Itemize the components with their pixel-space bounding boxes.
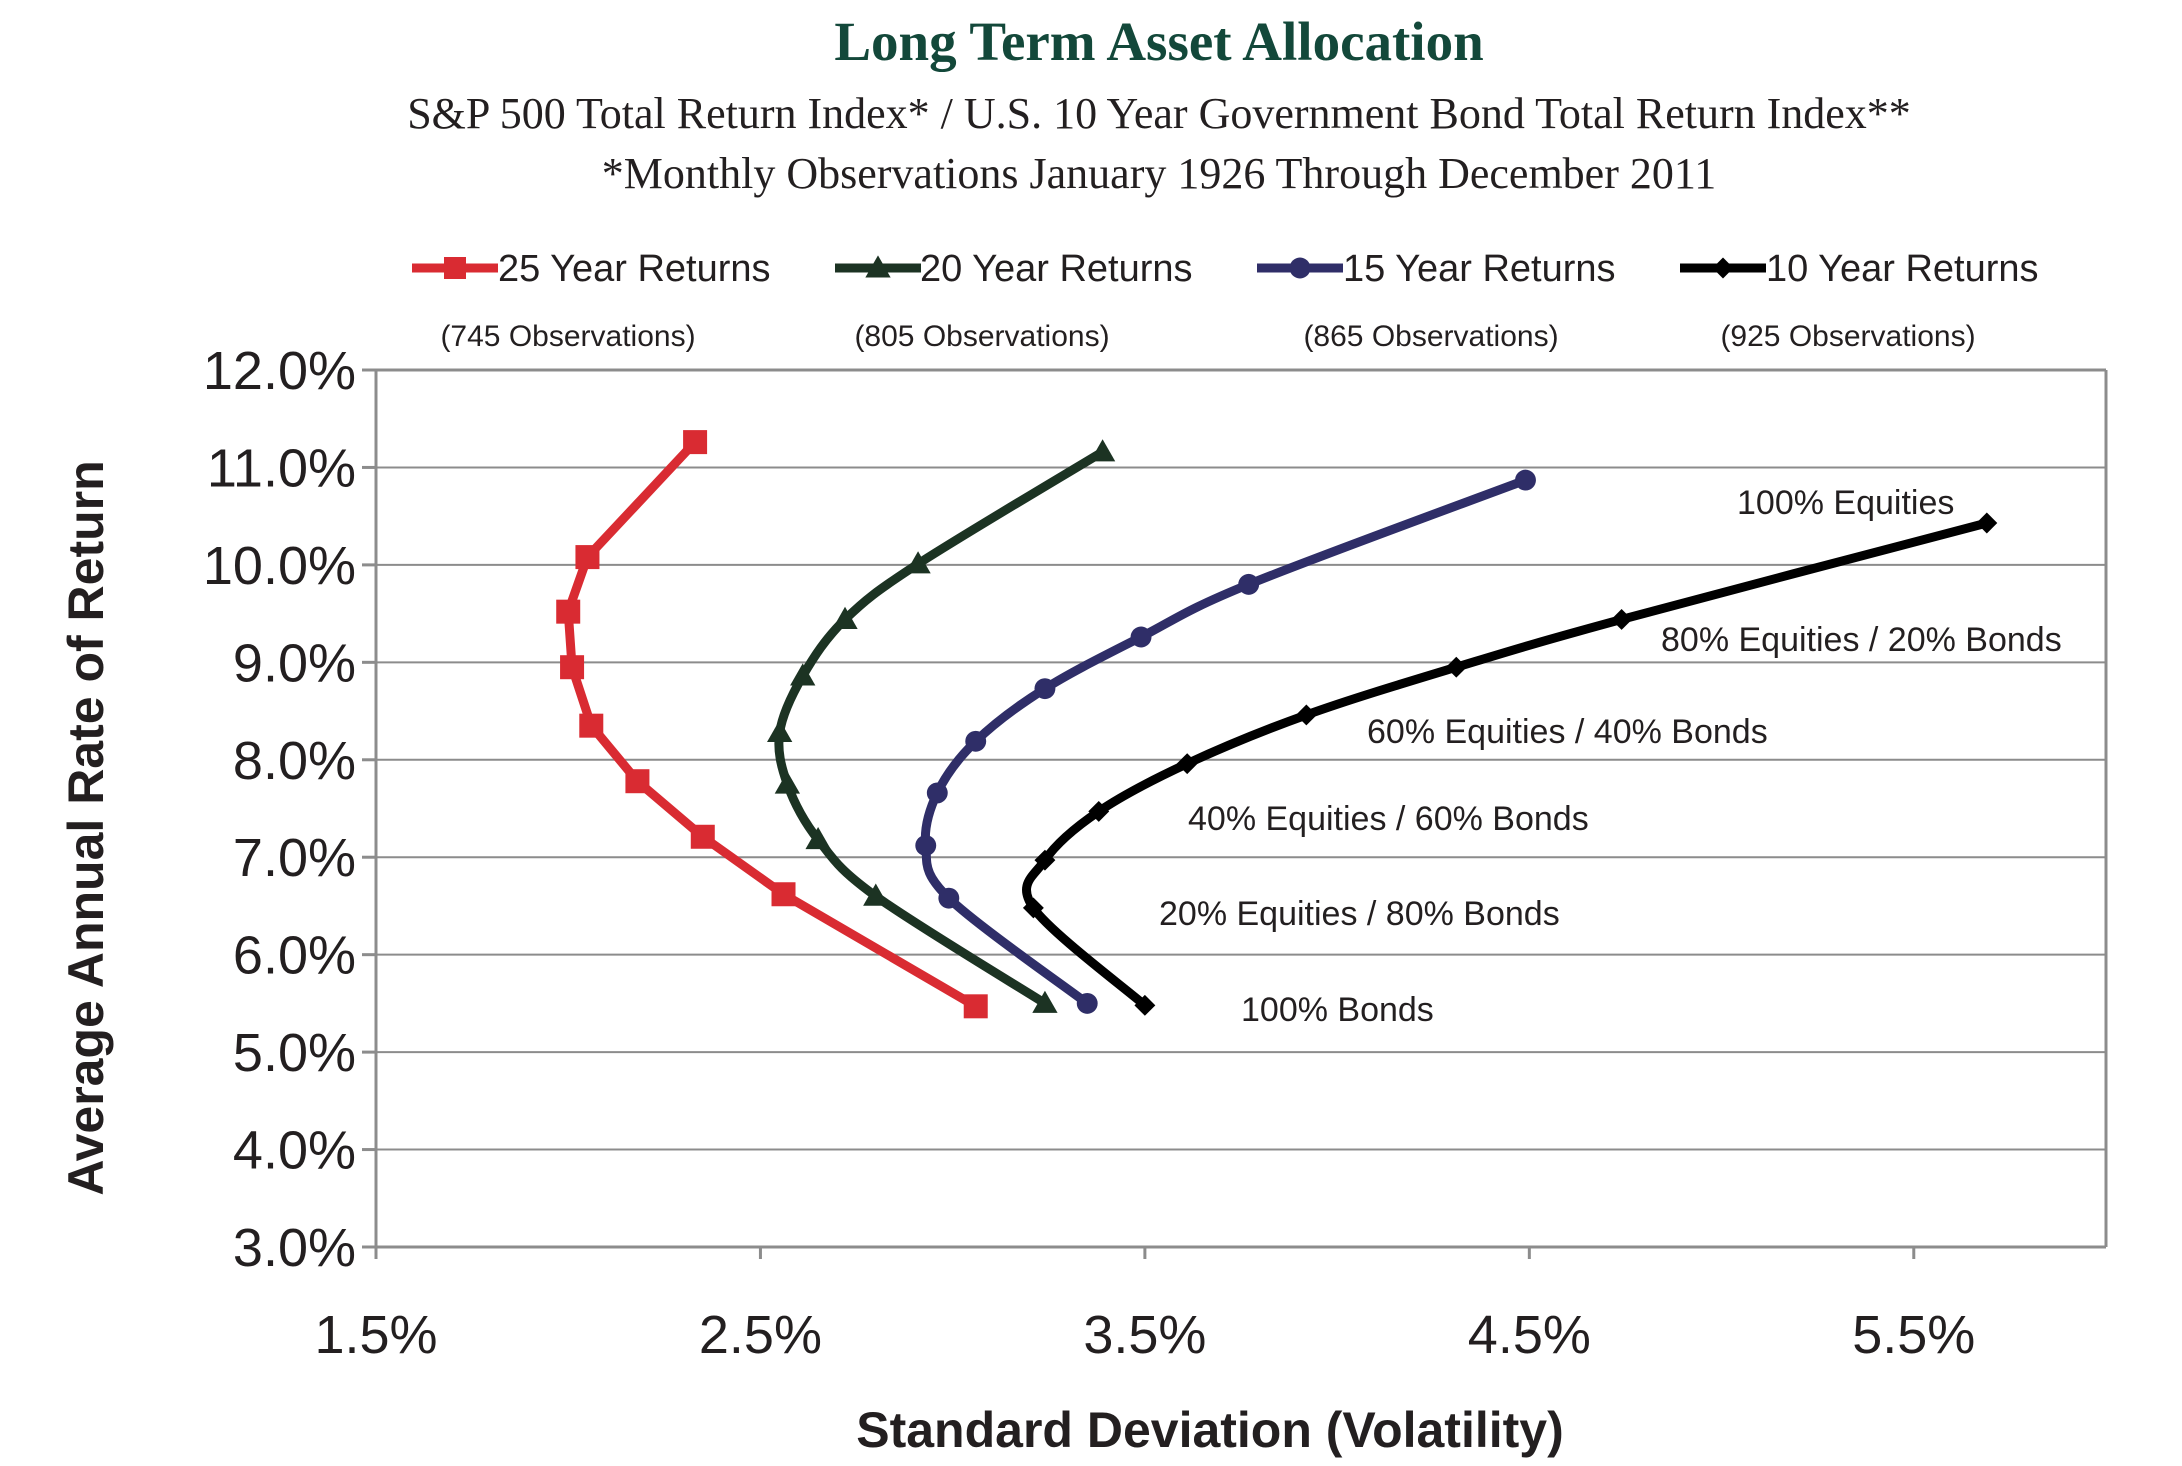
marker-square xyxy=(625,769,650,794)
y-tick-label: 7.0% xyxy=(233,828,356,888)
legend-label: 20 Year Returns xyxy=(920,248,1193,290)
legend-observations: (745 Observations) xyxy=(440,320,695,353)
x-axis-title: Standard Deviation (Volatility) xyxy=(856,1402,1564,1458)
y-tick-label: 11.0% xyxy=(207,438,356,498)
marker-diamond xyxy=(1034,849,1056,871)
legend: 25 Year Returns (745 Observations) 20 Year… xyxy=(412,248,2039,353)
marker-circle xyxy=(1034,678,1056,700)
y-tick-label: 3.0% xyxy=(233,1218,356,1278)
marker-circle xyxy=(1515,469,1536,491)
marker-triangle xyxy=(805,827,831,850)
marker-diamond xyxy=(1976,512,1998,534)
chart-title: Long Term Asset Allocation xyxy=(834,11,1483,72)
x-tick-label: 4.5% xyxy=(1468,1305,1591,1365)
x-tick-label: 2.5% xyxy=(699,1305,822,1365)
marker-diamond xyxy=(1134,994,1156,1016)
y-tick-label: 9.0% xyxy=(233,633,356,693)
marker-triangle xyxy=(790,663,816,686)
marker-triangle xyxy=(767,719,793,742)
marker-square xyxy=(560,655,585,680)
legend-item: 10 Year Returns (925 Observations) xyxy=(1680,248,2039,353)
marker-square xyxy=(683,430,708,455)
legend-observations: (865 Observations) xyxy=(1303,320,1558,353)
marker-diamond xyxy=(1088,800,1110,822)
marker-diamond xyxy=(1712,257,1734,279)
y-tick-label: 12.0% xyxy=(203,341,356,401)
marker-circle xyxy=(938,887,960,909)
legend-observations: (925 Observations) xyxy=(1720,320,1975,353)
y-tick-label: 6.0% xyxy=(233,926,356,986)
allocation-label: 20% Equities / 80% Bonds xyxy=(1159,895,1560,933)
marker-square xyxy=(575,545,600,570)
marker-triangle xyxy=(905,551,931,574)
marker-circle xyxy=(1076,992,1098,1014)
marker-circle xyxy=(1130,626,1152,648)
marker-square xyxy=(963,994,988,1019)
chart-subtitle-line-2: *Monthly Observations January 1926 Throu… xyxy=(602,149,1716,198)
marker-diamond xyxy=(1445,656,1467,678)
annotations: 100% Equities 80% Equities / 20% Bonds 60%… xyxy=(1159,484,2062,1029)
y-tick-label: 5.0% xyxy=(233,1023,356,1083)
marker-square xyxy=(556,599,581,624)
marker-diamond xyxy=(1611,609,1633,630)
marker-triangle xyxy=(865,255,891,278)
marker-square xyxy=(690,824,715,849)
series-line xyxy=(1022,518,1992,1010)
y-tick-label: 10.0% xyxy=(203,536,356,596)
marker-diamond xyxy=(1022,897,1044,919)
x-tick-label: 5.5% xyxy=(1852,1305,1975,1365)
x-tick-label: 1.5% xyxy=(314,1305,437,1365)
legend-item: 25 Year Returns (745 Observations) xyxy=(412,248,771,353)
marker-square xyxy=(771,882,796,907)
series-2 xyxy=(767,439,1116,1013)
marker-circle xyxy=(915,835,937,856)
allocation-label: 80% Equities / 20% Bonds xyxy=(1661,621,2062,659)
marker-triangle xyxy=(774,771,801,794)
legend-item: 20 Year Returns (805 Observations) xyxy=(835,248,1193,353)
marker-diamond xyxy=(1176,753,1198,775)
marker-circle xyxy=(965,730,987,752)
x-tick-label: 3.5% xyxy=(1083,1305,1206,1365)
series-4 xyxy=(1022,512,1998,1016)
allocation-label: 60% Equities / 40% Bonds xyxy=(1367,713,1768,751)
chart-subtitle-line-1: S&P 500 Total Return Index* / U.S. 10 Ye… xyxy=(407,89,1911,138)
marker-circle xyxy=(926,782,948,804)
marker-circle xyxy=(1289,257,1311,279)
marker-triangle xyxy=(1032,990,1058,1013)
series-layer xyxy=(556,430,1998,1019)
allocation-label: 100% Equities xyxy=(1737,484,1954,522)
marker-diamond xyxy=(1295,704,1317,726)
legend-observations: (805 Observations) xyxy=(854,320,1109,353)
marker-triangle xyxy=(1089,439,1116,462)
marker-square xyxy=(579,713,604,738)
legend-label: 25 Year Returns xyxy=(498,248,771,290)
axes: 3.0% 4.0% 5.0% 6.0% 7.0% 8.0% 9.0% 10.0% 11.0% 12… xyxy=(203,341,2108,1365)
legend-label: 10 Year Returns xyxy=(1766,248,2039,290)
allocation-label: 100% Bonds xyxy=(1241,991,1434,1029)
y-tick-label: 4.0% xyxy=(233,1121,356,1181)
y-tick-label: 8.0% xyxy=(233,731,356,791)
series-1 xyxy=(556,430,988,1019)
legend-item: 15 Year Returns (865 Observations) xyxy=(1257,248,1616,353)
legend-label: 15 Year Returns xyxy=(1343,248,1616,290)
marker-triangle xyxy=(863,883,889,906)
series-3 xyxy=(915,469,1536,1014)
allocation-label: 40% Equities / 60% Bonds xyxy=(1188,800,1589,838)
marker-square xyxy=(444,257,466,279)
marker-triangle xyxy=(832,606,858,629)
marker-circle xyxy=(1238,573,1260,595)
y-axis-title: Average Annual Rate of Return xyxy=(58,460,114,1195)
